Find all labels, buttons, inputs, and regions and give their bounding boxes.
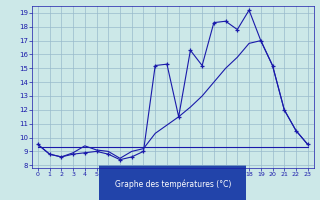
X-axis label: Graphe des températures (°C): Graphe des températures (°C) [115, 180, 231, 189]
